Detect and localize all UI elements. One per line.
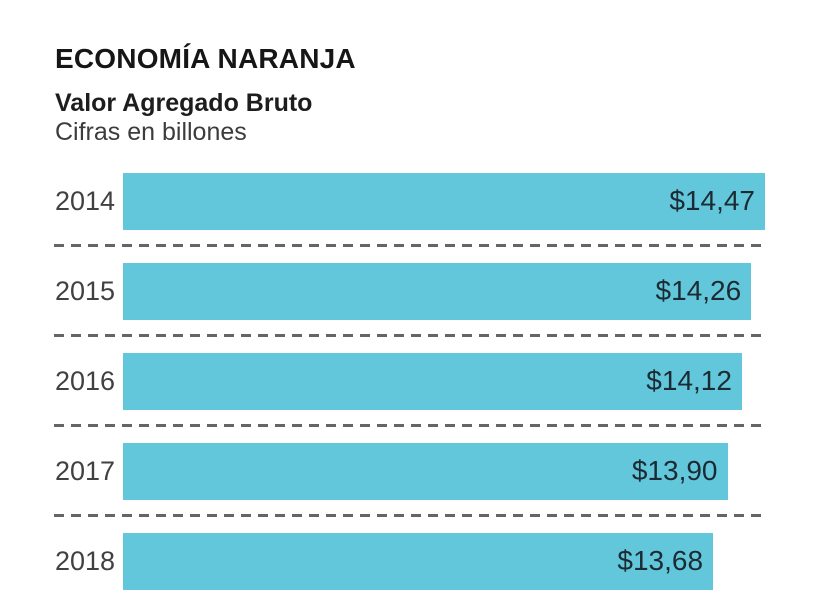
chart-row: 2017 $13,90 [0, 442, 816, 500]
value-bar: $14,12 [123, 352, 742, 410]
bar-track: $14,47 [123, 172, 765, 230]
row-separator [0, 320, 816, 353]
value-label: $14,12 [646, 365, 732, 397]
value-bar: $14,26 [123, 262, 752, 320]
bar-track: $13,68 [123, 532, 765, 590]
value-bar: $14,47 [123, 172, 765, 230]
value-label: $14,26 [655, 275, 742, 307]
row-separator [0, 230, 816, 263]
year-label: 2014 [55, 185, 116, 216]
chart-row: 2018 $13,68 [0, 532, 816, 590]
bar-track: $14,26 [123, 262, 765, 320]
year-label: 2017 [55, 455, 116, 486]
row-separator [0, 410, 816, 443]
chart-row: 2016 $14,12 [0, 352, 816, 410]
chart-row: 2014 $14,47 [0, 172, 816, 230]
year-label: 2018 [55, 545, 116, 576]
chart-subtitle: Valor Agregado Bruto [55, 88, 313, 117]
bar-track: $14,12 [123, 352, 765, 410]
chart-header: ECONOMÍA NARANJA Valor Agregado Bruto Ci… [0, 0, 816, 147]
row-separator [0, 500, 816, 533]
chart-row: 2015 $14,26 [0, 262, 816, 320]
chart-units-note: Cifras en billones [55, 117, 247, 146]
value-label: $13,68 [617, 545, 704, 577]
bar-chart: 2014 $14,47 2015 $14,26 2016 $14,12 2017 $13,90… [0, 172, 816, 590]
year-label: 2016 [55, 365, 116, 396]
chart-title: ECONOMÍA NARANJA [55, 43, 356, 74]
value-bar: $13,90 [123, 442, 728, 500]
value-label: $13,90 [631, 455, 718, 487]
bar-track: $13,90 [123, 442, 765, 500]
value-bar: $13,68 [123, 532, 714, 590]
value-label: $14,47 [669, 185, 755, 217]
year-label: 2015 [55, 275, 116, 306]
